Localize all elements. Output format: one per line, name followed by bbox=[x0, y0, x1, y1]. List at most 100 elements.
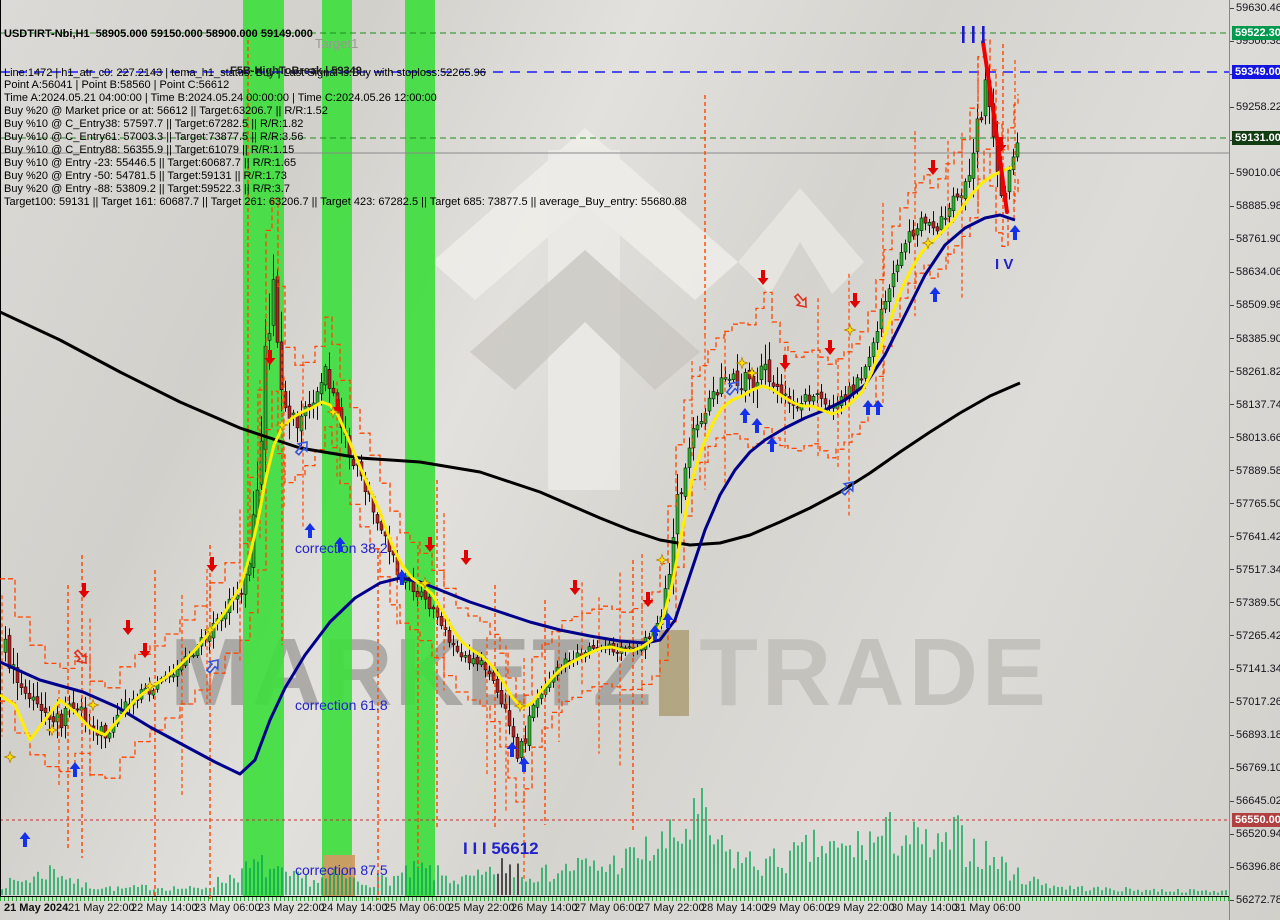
chart-title-ohlc: USDTIRT-Nbi,H1 58905.000 59150.000 58900… bbox=[4, 27, 313, 40]
time-axis-label: 21 May 2024 bbox=[4, 902, 69, 914]
price-tick bbox=[1230, 7, 1234, 9]
time-axis-label: 29 May 06:00 bbox=[764, 902, 831, 914]
info-line: Target100: 59131 || Target 161: 60687.7 … bbox=[4, 195, 687, 208]
info-line: Line:1472 | h1_atr_c0: 227.2143 | tema_h… bbox=[4, 66, 486, 79]
price-tick bbox=[1230, 106, 1234, 108]
price-tick bbox=[1230, 767, 1234, 769]
time-axis-label: 27 May 06:00 bbox=[574, 902, 641, 914]
price-level-badge: 56550.000 bbox=[1232, 813, 1280, 827]
price-axis-label: 56520.940 bbox=[1236, 828, 1280, 841]
signal-arrows bbox=[19, 137, 1021, 847]
info-line: Buy %10 @ C_Entry38: 57597.7 || Target:6… bbox=[4, 118, 304, 131]
price-tick bbox=[1230, 701, 1234, 703]
price-axis-label: 58761.900 bbox=[1236, 233, 1280, 246]
info-line: Buy %20 @ Market price or at: 56612 || T… bbox=[4, 105, 328, 118]
price-tick bbox=[1230, 404, 1234, 406]
atr-envelope bbox=[0, 39, 1019, 900]
price-axis-label: 58013.660 bbox=[1236, 431, 1280, 444]
price-axis-label: 57889.580 bbox=[1236, 464, 1280, 477]
price-axis-label: 57641.420 bbox=[1236, 530, 1280, 543]
price-axis-label: 56769.100 bbox=[1236, 762, 1280, 775]
price-level-badge: 59349.000 bbox=[1232, 65, 1280, 79]
time-axis-label: 29 May 22:00 bbox=[828, 902, 895, 914]
price-tick bbox=[1230, 635, 1234, 637]
time-axis-tick-strip bbox=[0, 897, 1229, 901]
price-axis-label: 56893.180 bbox=[1236, 729, 1280, 742]
ma-fast-yellow bbox=[0, 165, 1013, 742]
time-axis-label: 22 May 14:00 bbox=[131, 902, 198, 914]
price-tick bbox=[1230, 602, 1234, 604]
price-axis-label: 57265.420 bbox=[1236, 629, 1280, 642]
time-axis-label: 24 May 14:00 bbox=[321, 902, 388, 914]
fib-correction-label: correction 61.8 bbox=[295, 697, 388, 713]
time-axis-label: 28 May 14:00 bbox=[701, 902, 768, 914]
price-axis-label: 56396.860 bbox=[1236, 861, 1280, 874]
price-axis-label: 56272.780 bbox=[1236, 894, 1280, 907]
price-axis-label: 59010.060 bbox=[1236, 167, 1280, 180]
star-markers bbox=[3, 236, 935, 764]
price-tick bbox=[1230, 40, 1234, 42]
info-line: Buy %10 @ C_Entry88: 56355.9 || Target:6… bbox=[4, 143, 295, 156]
price-tick bbox=[1230, 205, 1234, 207]
price-tick bbox=[1230, 899, 1234, 901]
price-tick bbox=[1230, 668, 1234, 670]
price-axis-label: 56645.020 bbox=[1236, 795, 1280, 808]
price-axis-label: 58634.060 bbox=[1236, 266, 1280, 279]
watermark-right-text: TRADE bbox=[699, 619, 1050, 726]
price-axis-label: 58509.980 bbox=[1236, 299, 1280, 312]
price-axis-label: 57517.340 bbox=[1236, 563, 1280, 576]
price-axis-label: 57141.340 bbox=[1236, 663, 1280, 675]
time-axis-label: 21 May 22:00 bbox=[68, 902, 135, 914]
time-axis[interactable]: 21 May 2024 21 May 22:00 22 May 14:00 23 Ma… bbox=[0, 897, 1229, 920]
price-axis-label: 57389.500 bbox=[1236, 596, 1280, 609]
price-tick bbox=[1230, 304, 1234, 306]
price-tick bbox=[1230, 734, 1234, 736]
level-lines bbox=[0, 0, 1229, 897]
ma-medium-navy bbox=[0, 213, 1016, 776]
wave-4-annotation: I V bbox=[995, 256, 1014, 273]
indicator-info-block: USDTIRT-Nbi,H1 58905.000 59150.000 58900… bbox=[4, 2, 687, 209]
time-axis-label: 30 May 14:00 bbox=[891, 902, 958, 914]
time-axis-label: 25 May 06:00 bbox=[384, 902, 451, 914]
info-line: Point A:56041 | Point B:58560 | Point C:… bbox=[4, 79, 230, 92]
price-tick bbox=[1230, 371, 1234, 373]
time-axis-label: 23 May 06:00 bbox=[194, 902, 261, 914]
time-axis-label: 31 May 06:00 bbox=[954, 902, 1021, 914]
price-axis-label: 59258.220 bbox=[1236, 101, 1280, 114]
background-logo bbox=[432, 128, 864, 490]
price-axis-label: 59630.460 bbox=[1236, 2, 1280, 14]
price-tick bbox=[1230, 833, 1234, 835]
fib-correction-label: correction 38.2 bbox=[295, 540, 388, 556]
price-level-badge: 59131.000 bbox=[1232, 131, 1280, 145]
ma-slow-black bbox=[0, 310, 1021, 547]
red-decline-line bbox=[981, 40, 1009, 214]
info-line: Buy %20 @ Entry -50: 54781.5 || Target:5… bbox=[4, 169, 287, 182]
price-tick bbox=[1230, 470, 1234, 472]
price-tick bbox=[1230, 503, 1234, 505]
price-tick bbox=[1230, 238, 1234, 240]
price-tick bbox=[1230, 536, 1234, 538]
wave-3-price-annotation: I I I 56612 bbox=[463, 839, 539, 858]
volume-histogram bbox=[1, 788, 1227, 895]
price-axis-label: 58385.900 bbox=[1236, 332, 1280, 345]
time-axis-label: 25 May 22:00 bbox=[448, 902, 515, 914]
target1-line-label: Target1 bbox=[315, 36, 359, 51]
info-line: Buy %10 @ Entry -23: 55446.5 || Target:6… bbox=[4, 156, 297, 169]
price-tick bbox=[1230, 800, 1234, 802]
watermark-divider-bar bbox=[659, 630, 690, 716]
time-axis-label: 26 May 14:00 bbox=[511, 902, 578, 914]
highlight-bands bbox=[243, 0, 435, 897]
info-line: Time A:2024.05.21 04:00:00 | Time B:2024… bbox=[4, 92, 437, 105]
f5b-high-to-break-label: F5B-HighToBreak | 59349 bbox=[230, 65, 362, 77]
price-axis[interactable]: 59630.46059506.38059382.30059258.2205913… bbox=[1229, 0, 1280, 920]
time-axis-label: 23 May 22:00 bbox=[258, 902, 325, 914]
price-axis-label: 58137.740 bbox=[1236, 398, 1280, 411]
price-axis-label: 57765.500 bbox=[1236, 497, 1280, 510]
fib-correction-label: correction 87.5 bbox=[295, 862, 388, 878]
price-tick bbox=[1230, 866, 1234, 868]
price-tick bbox=[1230, 271, 1234, 273]
info-line: Buy %20 @ Entry -88: 53809.2 || Target:5… bbox=[4, 182, 290, 195]
info-line: Buy %10 @ C_Entry61: 57003.3 || Target:7… bbox=[4, 131, 304, 144]
